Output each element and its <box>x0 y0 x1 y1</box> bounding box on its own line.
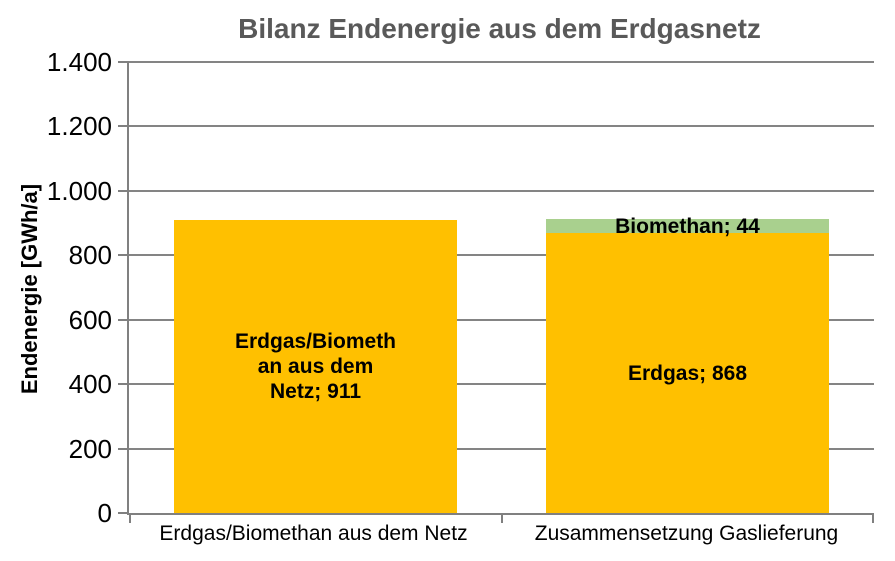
bar-segment-label-line: Erdgas/Biometh <box>234 329 397 353</box>
y-gridline <box>129 318 874 321</box>
bar-segment-erdgas-biomethan-aus-dem-netz: Erdgas/Biometh an aus dem Netz; 911 <box>174 219 457 513</box>
x-axis-category-label: Zusammensetzung Gaslieferung <box>534 522 839 545</box>
chart-title: Bilanz Endenergie aus dem Erdgasnetz <box>238 13 761 44</box>
y-axis-tick-mark <box>118 254 129 257</box>
y-axis-tick-label: 1.400 <box>46 47 112 77</box>
y-gridline <box>129 125 874 128</box>
bar-segment-biomethan: Biomethan; 44 <box>546 215 829 238</box>
y-axis-tick-label: 400 <box>68 369 112 400</box>
y-axis-tick-mark <box>118 125 129 128</box>
bar-segment-label: Erdgas/Biometh an aus dem Netz; 911 <box>235 329 396 404</box>
x-axis-tick-mark <box>872 515 874 523</box>
y-gridline <box>129 447 874 450</box>
bar-segment-erdgas: Erdgas; 868 <box>546 233 829 513</box>
y-axis-tick-mark <box>118 318 129 321</box>
y-gridline <box>129 254 874 257</box>
y-axis-tick-mark <box>118 447 129 450</box>
plot-area: Erdgas/Biometh an aus dem Netz; 911 Erdgas;… <box>118 61 874 523</box>
bar-segment-label-line: Erdgas; 868 <box>627 361 748 385</box>
y-axis-tick-label: 1.000 <box>46 175 112 206</box>
bars-layer: Erdgas/Biometh an aus dem Netz; 911 Erdgas;… <box>129 62 874 513</box>
bar-segment-label: Biomethan; 44 <box>615 214 760 239</box>
y-axis-title: Endenergie [GWh/a] <box>17 183 42 395</box>
x-axis-category-labels: Erdgas/Biomethan aus dem Netz Zusammenset… <box>127 521 872 553</box>
y-axis-tick-label: 200 <box>68 433 112 464</box>
y-axis-tick-mark <box>118 189 129 192</box>
y-axis-tick-label: 0 <box>97 498 112 528</box>
y-axis-tick-label: 1.200 <box>46 111 112 142</box>
y-gridline <box>129 189 874 192</box>
y-axis-tick-label: 600 <box>68 304 112 335</box>
x-axis-category-label: Erdgas/Biomethan aus dem Netz <box>159 522 468 545</box>
y-gridline <box>129 61 874 63</box>
y-axis-tick-mark <box>118 512 129 514</box>
y-axis-tick-mark <box>118 383 129 386</box>
y-axis-tick-mark <box>118 61 129 63</box>
bar-segment-label-line: Netz; 911 <box>269 379 362 403</box>
bar-segment-label-line: Biomethan; 44 <box>615 214 760 238</box>
bar-segment-label-line: an aus dem <box>257 354 374 378</box>
bar-segment-label: Erdgas; 868 <box>628 361 747 386</box>
y-gridline <box>129 383 874 386</box>
x-axis-tick-mark <box>501 515 503 523</box>
x-axis-tick-mark <box>129 515 131 523</box>
y-axis-tick-label: 800 <box>68 240 112 271</box>
